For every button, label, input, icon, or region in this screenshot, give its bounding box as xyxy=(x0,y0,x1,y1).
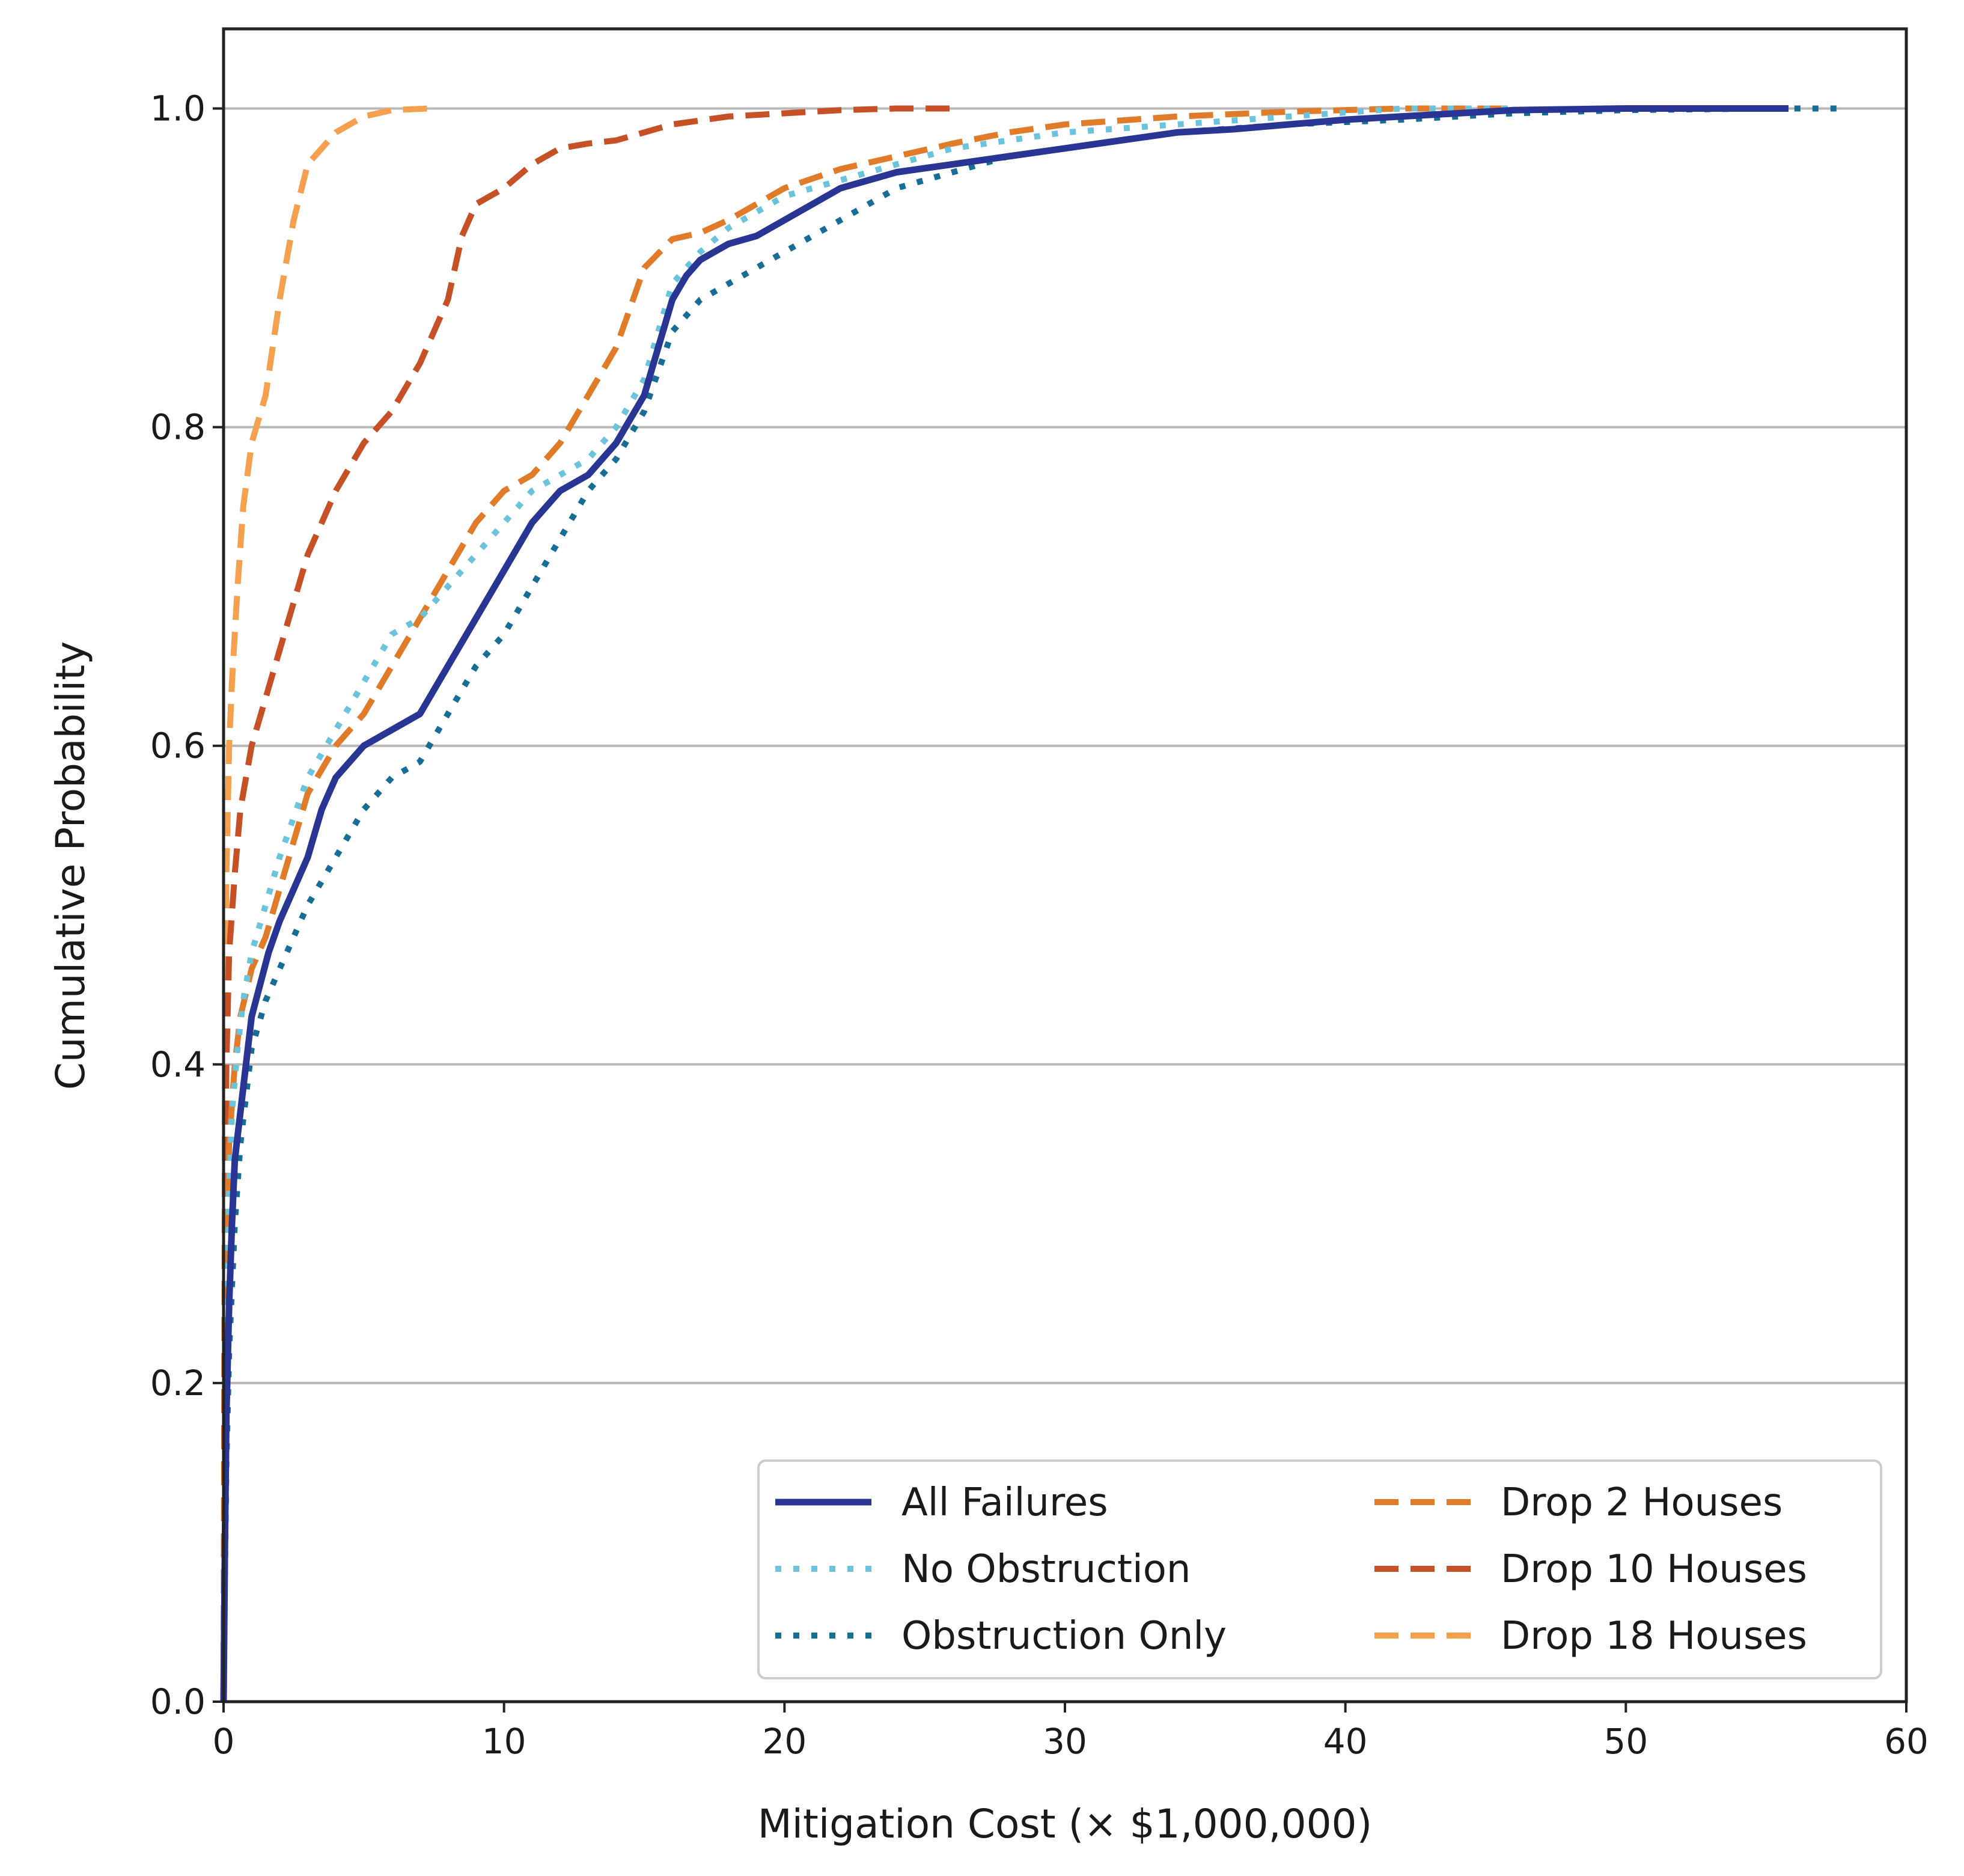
x-tick-label: 40 xyxy=(1323,1721,1368,1762)
x-axis-label: Mitigation Cost (× $1,000,000) xyxy=(758,1801,1373,1847)
x-tick-label: 30 xyxy=(1043,1721,1087,1762)
series-line-drop-2-houses xyxy=(221,105,1514,1702)
y-axis-label: Cumulative Probability xyxy=(47,641,94,1090)
y-tick-label: 0.8 xyxy=(150,407,206,448)
y-tick-label: 0.0 xyxy=(150,1681,206,1722)
x-tick-label: 60 xyxy=(1884,1721,1929,1762)
y-tick-label: 1.0 xyxy=(150,88,206,129)
gridlines xyxy=(224,107,1906,1384)
legend: All Failures No Obstruction Obstruction On… xyxy=(757,1459,1882,1679)
series-line-drop-10-houses xyxy=(221,105,953,1702)
legend-label-all-failures: All Failures xyxy=(901,1480,1108,1525)
axis-ticks: 0.0 0.2 0.4 0.6 0.8 1.0 0 10 20 30 40 50 60 xyxy=(150,88,1929,1762)
legend-label-no-obstruction: No Obstruction xyxy=(901,1547,1191,1592)
series-line-all-failures xyxy=(220,105,1789,1702)
series-line-no-obstruction xyxy=(221,105,1514,1702)
x-tick-label: 0 xyxy=(213,1721,235,1762)
legend-box xyxy=(757,1459,1882,1679)
legend-label-drop-18-houses: Drop 18 Houses xyxy=(1501,1614,1807,1658)
series-line-drop-18-houses xyxy=(221,105,428,1702)
x-tick-label: 20 xyxy=(762,1721,807,1762)
legend-label-drop-2-houses: Drop 2 Houses xyxy=(1501,1480,1783,1525)
x-tick-label: 10 xyxy=(482,1721,526,1762)
y-tick-label: 0.2 xyxy=(150,1363,206,1404)
y-tick-label: 0.4 xyxy=(150,1044,206,1085)
legend-label-obstruction-only: Obstruction Only xyxy=(901,1614,1227,1658)
y-tick-label: 0.6 xyxy=(150,726,206,766)
series-lines xyxy=(220,105,1839,1702)
x-tick-label: 50 xyxy=(1603,1721,1648,1762)
legend-label-drop-10-houses: Drop 10 Houses xyxy=(1501,1547,1807,1592)
